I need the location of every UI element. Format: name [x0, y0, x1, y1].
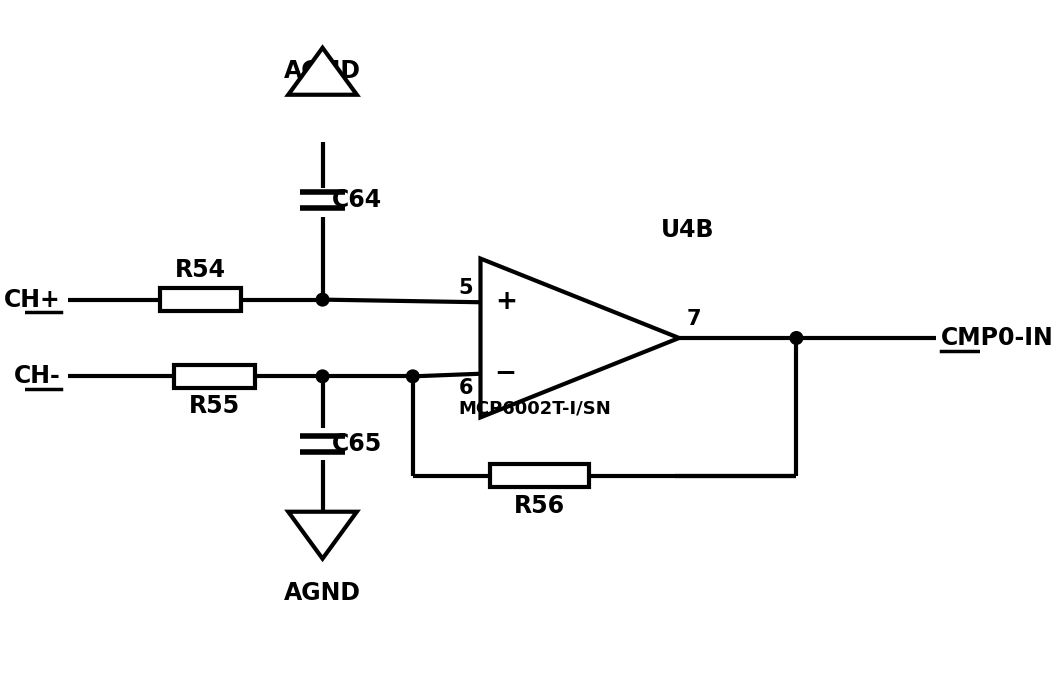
Polygon shape: [288, 48, 357, 95]
Text: CH+: CH+: [4, 288, 60, 312]
Text: 6: 6: [459, 378, 473, 398]
Circle shape: [406, 370, 419, 383]
Bar: [174, 364, 255, 388]
Text: AGND: AGND: [284, 582, 361, 606]
Polygon shape: [288, 512, 357, 559]
Circle shape: [790, 332, 803, 345]
Text: −: −: [495, 361, 516, 387]
Text: R55: R55: [188, 395, 240, 419]
Text: R54: R54: [176, 258, 226, 282]
Text: R56: R56: [513, 494, 565, 518]
Text: CH-: CH-: [14, 364, 60, 388]
Text: C65: C65: [331, 432, 382, 456]
Text: 5: 5: [459, 277, 473, 298]
Circle shape: [316, 370, 329, 383]
Text: +: +: [495, 289, 516, 315]
Text: MCP6002T-I/SN: MCP6002T-I/SN: [459, 399, 612, 417]
Text: U4B: U4B: [661, 219, 714, 242]
Circle shape: [316, 293, 329, 306]
Bar: [160, 288, 241, 312]
Text: AGND: AGND: [284, 59, 361, 83]
Text: 7: 7: [687, 309, 700, 329]
Bar: [490, 464, 589, 487]
Text: C64: C64: [331, 188, 382, 212]
Polygon shape: [480, 258, 679, 417]
Text: CMP0-IN: CMP0-IN: [941, 326, 1054, 350]
